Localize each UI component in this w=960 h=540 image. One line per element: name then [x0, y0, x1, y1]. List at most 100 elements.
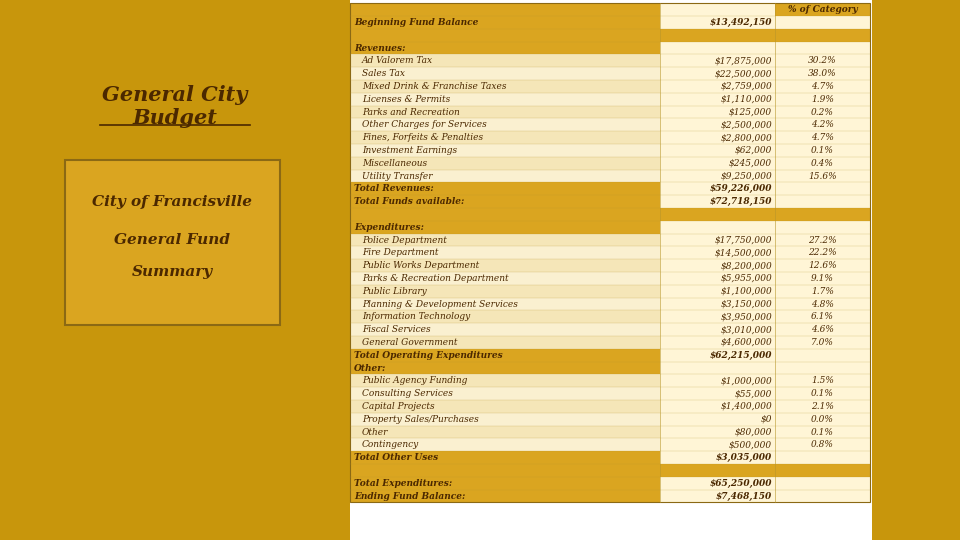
- Text: 2.1%: 2.1%: [811, 402, 834, 411]
- Bar: [660, 310, 775, 323]
- Bar: [775, 29, 870, 42]
- Text: $65,250,000: $65,250,000: [709, 478, 772, 488]
- Text: $3,010,000: $3,010,000: [720, 325, 772, 334]
- Text: Public Library: Public Library: [362, 287, 427, 296]
- Bar: [775, 426, 870, 438]
- Text: Parks & Recreation Department: Parks & Recreation Department: [362, 274, 509, 283]
- Bar: [660, 438, 775, 451]
- Bar: [350, 55, 660, 67]
- Bar: [660, 183, 775, 195]
- Text: $0: $0: [760, 415, 772, 424]
- Bar: [350, 285, 660, 298]
- Bar: [660, 374, 775, 387]
- Bar: [350, 259, 660, 272]
- Text: 4.7%: 4.7%: [811, 82, 834, 91]
- Bar: [775, 272, 870, 285]
- Bar: [775, 323, 870, 336]
- Bar: [350, 387, 660, 400]
- Bar: [660, 208, 775, 221]
- Text: Public Works Department: Public Works Department: [362, 261, 479, 270]
- Text: Sales Tax: Sales Tax: [362, 69, 405, 78]
- Text: General Government: General Government: [362, 338, 458, 347]
- Bar: [350, 195, 660, 208]
- Bar: [350, 42, 660, 55]
- Text: Ending Fund Balance:: Ending Fund Balance:: [354, 491, 466, 501]
- Bar: [350, 157, 660, 170]
- Text: $13,492,150: $13,492,150: [709, 18, 772, 27]
- Text: Utility Transfer: Utility Transfer: [362, 172, 433, 180]
- Text: Contingency: Contingency: [362, 440, 420, 449]
- Bar: [775, 208, 870, 221]
- Bar: [660, 336, 775, 349]
- Text: Consulting Services: Consulting Services: [362, 389, 453, 398]
- Bar: [660, 246, 775, 259]
- Text: Capital Projects: Capital Projects: [362, 402, 435, 411]
- Text: Revenues:: Revenues:: [354, 44, 405, 52]
- Bar: [660, 118, 775, 131]
- Text: Public Agency Funding: Public Agency Funding: [362, 376, 468, 386]
- Text: Total Funds available:: Total Funds available:: [354, 197, 465, 206]
- Bar: [775, 234, 870, 246]
- Bar: [660, 67, 775, 80]
- Bar: [775, 93, 870, 106]
- Bar: [775, 221, 870, 234]
- Bar: [350, 362, 660, 374]
- Bar: [775, 374, 870, 387]
- Bar: [775, 118, 870, 131]
- Text: 7.0%: 7.0%: [811, 338, 834, 347]
- Bar: [660, 3, 775, 16]
- Text: $4,600,000: $4,600,000: [720, 338, 772, 347]
- Text: $8,200,000: $8,200,000: [720, 261, 772, 270]
- Bar: [660, 29, 775, 42]
- Bar: [775, 3, 870, 16]
- Bar: [660, 362, 775, 374]
- Bar: [350, 323, 660, 336]
- Bar: [350, 118, 660, 131]
- Text: Summary: Summary: [132, 265, 213, 279]
- Text: 12.6%: 12.6%: [808, 261, 837, 270]
- Text: $1,000,000: $1,000,000: [720, 376, 772, 386]
- Text: 15.6%: 15.6%: [808, 172, 837, 180]
- Text: Miscellaneous: Miscellaneous: [362, 159, 427, 168]
- Text: $59,226,000: $59,226,000: [709, 184, 772, 193]
- Bar: [775, 451, 870, 464]
- Bar: [350, 272, 660, 285]
- Text: Other Charges for Services: Other Charges for Services: [362, 120, 487, 129]
- Bar: [775, 195, 870, 208]
- Bar: [775, 16, 870, 29]
- Bar: [775, 413, 870, 426]
- Bar: [350, 16, 660, 29]
- Text: City of Francisville: City of Francisville: [92, 195, 252, 209]
- Text: 0.0%: 0.0%: [811, 415, 834, 424]
- Text: 4.2%: 4.2%: [811, 120, 834, 129]
- Text: 1.7%: 1.7%: [811, 287, 834, 296]
- Bar: [775, 438, 870, 451]
- Bar: [350, 208, 660, 221]
- Text: $80,000: $80,000: [734, 428, 772, 436]
- Bar: [660, 400, 775, 413]
- Bar: [660, 106, 775, 118]
- Bar: [350, 29, 660, 42]
- Bar: [350, 464, 660, 477]
- Text: $55,000: $55,000: [734, 389, 772, 398]
- Bar: [350, 3, 660, 16]
- Text: Other: Other: [362, 428, 389, 436]
- Text: 1.5%: 1.5%: [811, 376, 834, 386]
- Bar: [660, 272, 775, 285]
- Bar: [660, 55, 775, 67]
- Text: 0.1%: 0.1%: [811, 146, 834, 155]
- Text: $125,000: $125,000: [729, 107, 772, 117]
- Bar: [350, 490, 660, 502]
- Bar: [775, 362, 870, 374]
- Bar: [350, 221, 660, 234]
- Text: Other:: Other:: [354, 363, 386, 373]
- Text: $72,718,150: $72,718,150: [709, 197, 772, 206]
- Bar: [775, 144, 870, 157]
- Bar: [350, 106, 660, 118]
- Bar: [660, 157, 775, 170]
- Text: $500,000: $500,000: [729, 440, 772, 449]
- Bar: [660, 349, 775, 362]
- Bar: [660, 323, 775, 336]
- Bar: [350, 310, 660, 323]
- Bar: [660, 285, 775, 298]
